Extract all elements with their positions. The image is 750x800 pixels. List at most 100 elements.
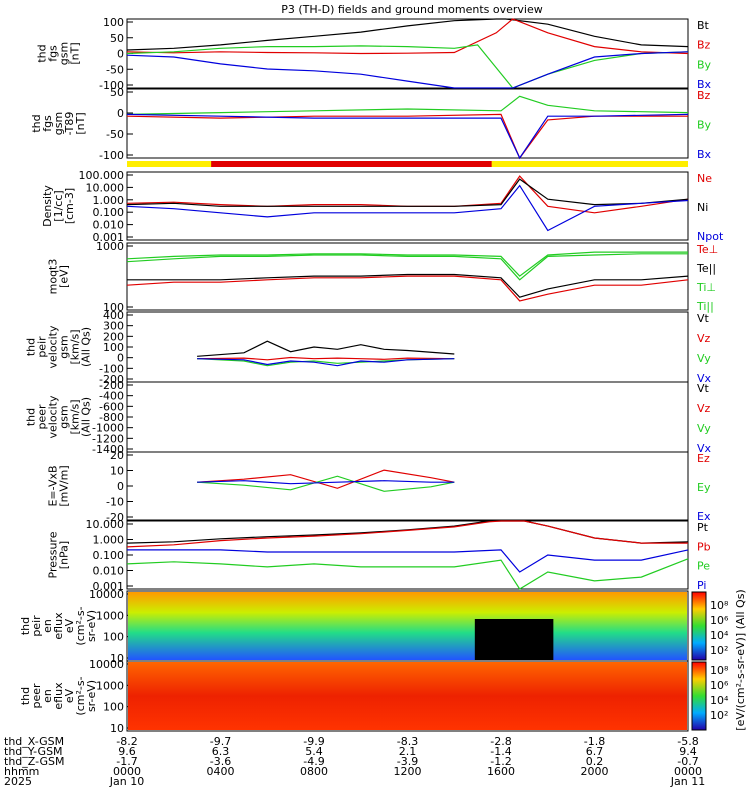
y-tick-label: 400 <box>103 309 124 322</box>
panel-peer_vel: -200-400-600-800-1000-1200-1400 thdpeerve… <box>25 379 712 456</box>
y-tick-label: -50 <box>106 63 124 76</box>
legend-Ti⊥: Ti⊥ <box>696 281 716 294</box>
series-Ni <box>126 178 689 207</box>
panel-frame <box>126 451 689 521</box>
x-tick-label: 6.3 <box>212 745 230 758</box>
legend-Bx: Bx <box>697 148 712 161</box>
series-Ex <box>197 480 455 485</box>
panel-efield: 20 10 0 -10 -20 E=-VxB[mV/m] Ez Ey Ex <box>47 449 711 524</box>
y-tick-label: -200 <box>99 373 124 386</box>
y-tick-label: 10000 <box>89 588 124 601</box>
y-tick-label: 1.000 <box>93 194 125 207</box>
x-tick-label: 6.7 <box>586 745 604 758</box>
series-Ti⊥ <box>126 251 688 277</box>
series-Pb <box>126 520 688 548</box>
y-axis-label-line: velocity <box>47 325 60 368</box>
x-tick-label: -1.8 <box>584 735 605 748</box>
x-tick-label: -1.2 <box>490 755 511 768</box>
spectrogram-fill <box>128 592 687 660</box>
series-Ti|| <box>126 253 688 281</box>
x-tick-label: 0800 <box>300 765 328 778</box>
legend-Ne: Ne <box>697 172 712 185</box>
y-axis-label-line: gsm <box>58 42 71 65</box>
legend-Vy: Vy <box>697 422 711 435</box>
y-axis-label-line: gsm <box>58 335 71 358</box>
y-tick-label: -100 <box>99 149 124 162</box>
x-tick-label: 9.4 <box>679 745 697 758</box>
x-row-label: hhmm <box>4 765 39 778</box>
x-tick-label: 2.1 <box>399 745 417 758</box>
colorbar-tick: 10⁴ <box>710 629 729 642</box>
y-axis-label-line: (All Qs) <box>80 327 93 367</box>
y-tick-label: 10.000 <box>86 181 125 194</box>
y-tick-label: 0.010 <box>93 565 125 578</box>
colorbar-label: [eV/(cm²-s-sr-eV)] (All Qs) <box>734 589 747 730</box>
y-axis-label-line: [eV] <box>58 265 71 288</box>
y-axis-label-line: eV <box>63 688 76 703</box>
y-tick-label: 1.000 <box>93 534 125 547</box>
series-By <box>126 95 689 115</box>
x-tick-label: -0.7 <box>677 755 698 768</box>
mode-bar-fast <box>211 161 492 167</box>
y-axis-label-line: (cm²-s- <box>74 676 87 715</box>
legend-Vt: Vt <box>697 382 710 395</box>
x-tick-label: 1200 <box>394 765 422 778</box>
x-row-label: thd_Z-GSM <box>4 755 64 768</box>
y-axis-label-line: fgs <box>47 45 60 62</box>
y-axis-label-line: gsm <box>58 405 71 428</box>
y-tick-label: 10 <box>110 722 124 735</box>
y-axis-label: Density[1/cc][cm-3] <box>41 185 76 227</box>
panel-frame <box>126 660 689 732</box>
y-axis-label-line: [1/cc] <box>52 190 65 221</box>
y-tick-label: 100 <box>103 631 124 644</box>
y-tick-label: 0 <box>117 107 124 120</box>
y-axis-label: E=-VxB[mV/m] <box>47 465 71 506</box>
x-row-label: thd_Y-GSM <box>4 745 63 758</box>
legend-Vt: Vt <box>697 312 710 325</box>
legend-Ez: Ez <box>697 452 710 465</box>
x-tick-label: 0400 <box>207 765 235 778</box>
y-axis-label-line: Density <box>41 185 54 227</box>
y-axis-label-line: peer <box>30 683 43 709</box>
colorbar-tick: 10⁶ <box>710 614 729 627</box>
legend-By: By <box>697 58 712 71</box>
y-tick-label: 0.001 <box>93 580 125 593</box>
y-axis-label-line: [nT] <box>74 112 87 134</box>
colorbar-tick: 10² <box>710 709 728 722</box>
legend-Bt: Bt <box>697 19 710 32</box>
y-axis-label-line: [km/s] <box>69 329 82 364</box>
legend-Bz: Bz <box>697 39 711 52</box>
x-tick-label: 0000 <box>674 765 702 778</box>
x-axis-labels: thd_X-GSMthd_Y-GSMthd_Z-GSMhhmm2025-8.29… <box>4 735 705 788</box>
legend-Pe: Pe <box>697 560 710 573</box>
y-tick-label: 50 <box>110 86 124 99</box>
legend-Vy: Vy <box>697 352 711 365</box>
panel-peer_spec: 10000 1000 100 10 thdpeerenefluxeV(cm²-s-sr-… <box>19 658 689 735</box>
series-Ey <box>197 475 455 492</box>
y-tick-label: 0.100 <box>93 206 125 219</box>
y-axis-label-line: peer <box>36 404 49 430</box>
y-tick-label: 100.000 <box>79 169 125 182</box>
y-tick-label: 0.100 <box>93 549 125 562</box>
legend-Pt: Pt <box>697 521 709 534</box>
y-axis-label-line: en <box>41 619 54 633</box>
y-axis-label-line: [km/s] <box>69 399 82 434</box>
legend-Pi: Pi <box>697 579 706 592</box>
panel-frame <box>126 381 689 453</box>
series-Bz <box>126 18 689 55</box>
legend-Te⊥: Te⊥ <box>696 243 718 256</box>
series-Bt <box>126 18 689 51</box>
colorbar: 10⁸ 10⁶ 10⁴ 10² 10⁸ 10⁶ 10⁴ 10² [eV/(cm²-s-sr-eV… <box>691 589 747 731</box>
y-tick-label: 1000 <box>96 240 124 253</box>
y-axis-label-line: eflux <box>52 682 65 710</box>
y-tick-label: -1400 <box>92 443 124 456</box>
y-tick-label: 20 <box>110 449 124 462</box>
x-tick-label: 0000 <box>113 765 141 778</box>
x-tick-label: -3.6 <box>210 755 231 768</box>
spectrogram-void <box>474 619 554 660</box>
y-tick-label: 300 <box>103 320 124 333</box>
